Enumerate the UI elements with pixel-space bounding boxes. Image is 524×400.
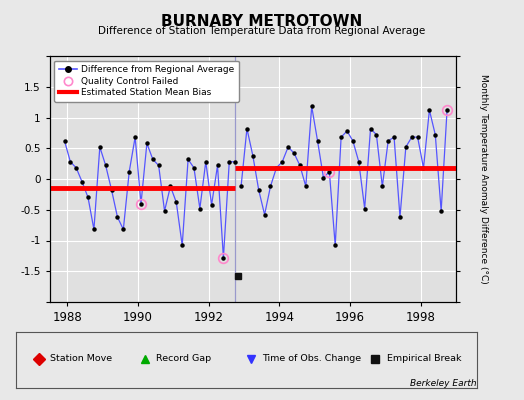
Text: Time of Obs. Change: Time of Obs. Change <box>263 354 362 363</box>
Text: Empirical Break: Empirical Break <box>387 354 462 363</box>
Text: Station Move: Station Move <box>50 354 113 363</box>
Legend: Difference from Regional Average, Quality Control Failed, Estimated Station Mean: Difference from Regional Average, Qualit… <box>54 60 239 102</box>
Y-axis label: Monthly Temperature Anomaly Difference (°C): Monthly Temperature Anomaly Difference (… <box>479 74 488 284</box>
Text: Berkeley Earth: Berkeley Earth <box>410 379 477 388</box>
Text: BURNABY METROTOWN: BURNABY METROTOWN <box>161 14 363 29</box>
Text: Difference of Station Temperature Data from Regional Average: Difference of Station Temperature Data f… <box>99 26 425 36</box>
Text: Record Gap: Record Gap <box>156 354 212 363</box>
